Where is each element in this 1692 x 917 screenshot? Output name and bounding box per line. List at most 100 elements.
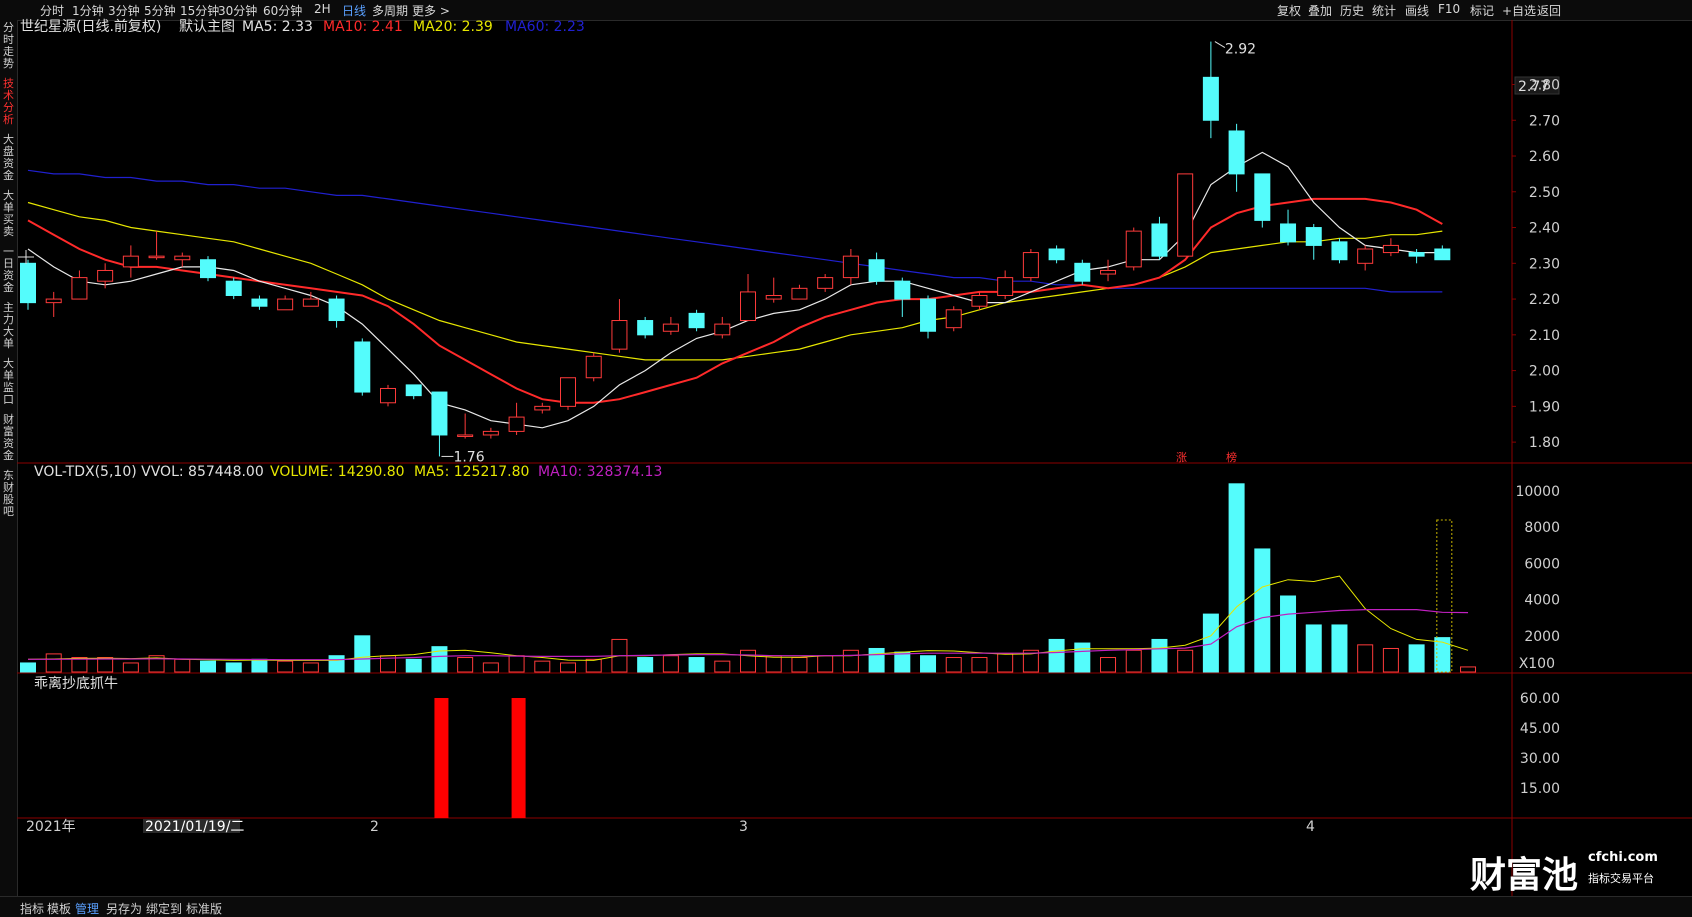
volume-bar — [637, 657, 654, 673]
volume-bar — [1022, 649, 1039, 673]
price-axis-label: 2.00 — [1529, 364, 1560, 380]
volume-axis-label: 8000 — [1524, 520, 1560, 536]
watermark-brand: 财富池 — [1470, 855, 1579, 896]
volume-bar — [1100, 657, 1117, 673]
volume-bar — [482, 662, 499, 673]
period-tab[interactable]: 30分钟 — [218, 4, 258, 18]
candle-body — [277, 298, 294, 311]
period-tab[interactable]: 日线 — [342, 4, 367, 18]
candle-body — [1305, 227, 1322, 246]
period-tab[interactable]: 60分钟 — [263, 4, 303, 18]
sidebar-tab[interactable]: 财富资金 — [3, 413, 14, 462]
period-tab[interactable]: 分时 — [40, 4, 65, 18]
month-label: 3 — [739, 819, 748, 835]
period-tab[interactable]: 多周期 — [372, 4, 409, 18]
volume-bar — [45, 653, 62, 673]
volume-bar — [894, 651, 911, 673]
bottom-tab[interactable]: 另存为 — [106, 902, 143, 916]
candle-body — [122, 255, 139, 268]
ma10-legend: MA10: 2.41 — [323, 19, 403, 35]
period-tab[interactable]: 2H — [314, 2, 331, 16]
period-tab[interactable]: 3分钟 — [108, 4, 140, 18]
candle-body — [1100, 269, 1117, 275]
toolbar-button[interactable]: 返回 — [1537, 4, 1562, 18]
candle-body — [225, 280, 242, 296]
candle-body — [1177, 173, 1194, 257]
toolbar-button[interactable]: 叠加 — [1308, 4, 1333, 18]
bottom-tab[interactable]: 标准版 — [186, 902, 223, 916]
candle-body — [1228, 130, 1245, 175]
volume-bar — [842, 649, 859, 673]
candle-body — [1125, 230, 1142, 268]
ma5-legend: MA5: 2.33 — [242, 19, 313, 35]
bottom-tab[interactable]: 指标 — [20, 902, 45, 916]
watermark-domain: cfchi.com — [1588, 850, 1658, 865]
toolbar-button[interactable]: 画线 — [1405, 4, 1430, 18]
period-tab[interactable]: 5分钟 — [144, 4, 176, 18]
candle-body — [1408, 252, 1425, 257]
bottom-tab[interactable]: 绑定到 — [146, 902, 183, 916]
candle-body — [508, 416, 525, 432]
candle-body — [482, 430, 499, 436]
period-tab[interactable]: 15分钟 — [180, 4, 220, 18]
candle-body — [791, 287, 808, 300]
volume-bar — [534, 660, 551, 673]
sidebar-tab[interactable]: 主力大单 — [3, 301, 14, 350]
volume-bar — [791, 657, 808, 673]
sidebar-tab[interactable]: 东财股吧 — [3, 469, 14, 518]
candle-body — [45, 298, 62, 304]
ma10-line — [27, 197, 1443, 404]
toolbar-button[interactable]: 标记 — [1470, 4, 1495, 18]
candle-body — [611, 320, 628, 350]
volume-bar — [431, 646, 448, 673]
sidebar-tab[interactable]: 大单买卖 — [3, 189, 14, 238]
sidebar-tab[interactable]: 分时走势 — [3, 21, 14, 70]
toolbar-button[interactable]: F10 — [1438, 2, 1461, 16]
volume-bar — [997, 653, 1014, 673]
toolbar-button[interactable]: 统计 — [1372, 4, 1397, 18]
candle-body — [894, 280, 911, 300]
indicator-bar — [511, 698, 526, 818]
candle-body — [1357, 248, 1374, 264]
toolbar-button[interactable]: +自选 — [1502, 4, 1537, 18]
candle-body — [842, 255, 859, 279]
period-tab[interactable]: 1分钟 — [72, 4, 104, 18]
candle-body — [817, 277, 834, 289]
ma20-line — [27, 201, 1443, 361]
candle-body — [251, 298, 268, 307]
sidebar-tab[interactable]: 大盘资金 — [3, 133, 14, 182]
volume-axis-label: 10000 — [1515, 484, 1560, 500]
candle-body — [302, 298, 319, 307]
event-label: 榜 — [1226, 450, 1237, 464]
volume-bar — [508, 655, 525, 673]
sidebar-tab[interactable]: 一日资金 — [3, 245, 14, 294]
volume-bar — [328, 655, 345, 673]
bottom-tab[interactable]: 管理 — [75, 902, 100, 916]
year-label: 2021年 — [26, 819, 76, 835]
toolbar-button[interactable]: 复权 — [1277, 4, 1302, 18]
volume-bar — [200, 660, 217, 673]
period-tab[interactable]: 更多 > — [412, 4, 450, 18]
volume-bar — [817, 655, 834, 673]
volume-bar — [302, 662, 319, 673]
volume-bar — [1177, 649, 1194, 673]
current-price-box — [1514, 76, 1560, 95]
indicator-title: 乖离抄底抓牛 — [34, 675, 118, 692]
volume-bar — [20, 662, 36, 673]
candle-body — [97, 269, 114, 282]
candle-body — [945, 309, 962, 329]
sidebar-tab[interactable]: 大单监口 — [3, 357, 14, 406]
price-axis-label: 2.80 — [1529, 77, 1560, 93]
candle-body — [1434, 248, 1451, 261]
month-label: 4 — [1306, 819, 1315, 835]
volume-bar — [1382, 647, 1399, 673]
vol-ma5-line — [27, 575, 1469, 661]
candle-body — [1331, 241, 1348, 261]
volume-axis-label: 2000 — [1524, 629, 1560, 645]
sidebar-tab[interactable]: 技术分析 — [3, 77, 14, 126]
candle-body — [688, 312, 705, 329]
volume-bar — [1228, 483, 1245, 673]
bottom-tab[interactable]: 模板 — [47, 902, 72, 916]
toolbar-button[interactable]: 历史 — [1340, 4, 1365, 18]
